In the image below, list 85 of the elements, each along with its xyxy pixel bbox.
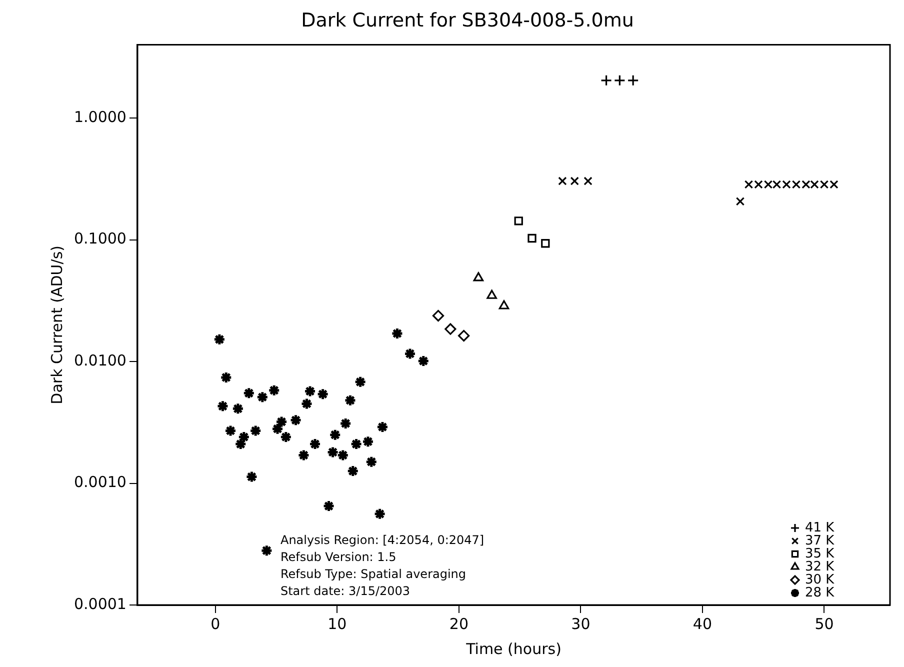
point bbox=[365, 456, 378, 468]
point bbox=[802, 180, 810, 189]
point bbox=[432, 310, 444, 322]
annotation: Start date: 3/15/2003 bbox=[280, 584, 410, 598]
point bbox=[220, 371, 232, 384]
legend-label: 35 K bbox=[805, 546, 835, 562]
point bbox=[346, 464, 360, 478]
point bbox=[390, 327, 404, 340]
x-tick-label: 0 bbox=[210, 614, 220, 633]
point bbox=[249, 424, 262, 438]
legend-label: 28 K bbox=[805, 585, 835, 600]
y-tick-label: 0.0001 bbox=[74, 594, 126, 613]
y-tick-label: 0.1000 bbox=[74, 230, 126, 248]
point bbox=[300, 398, 313, 410]
point bbox=[584, 176, 592, 186]
x-tick-label: 50 bbox=[814, 614, 834, 633]
point bbox=[374, 508, 386, 520]
point bbox=[541, 239, 550, 248]
point bbox=[376, 420, 389, 434]
point bbox=[326, 446, 340, 458]
point bbox=[328, 428, 342, 442]
point bbox=[308, 438, 322, 450]
x-axis-title: Time (hours) bbox=[465, 640, 562, 658]
point bbox=[820, 180, 829, 189]
point bbox=[275, 416, 288, 428]
point bbox=[744, 180, 754, 189]
point bbox=[764, 180, 773, 189]
point bbox=[754, 180, 763, 189]
legend-label: 41 K bbox=[805, 520, 835, 536]
point bbox=[736, 197, 745, 206]
point bbox=[350, 438, 363, 450]
point bbox=[354, 376, 367, 388]
y-tick-label: 0.0010 bbox=[74, 473, 126, 492]
point bbox=[242, 386, 256, 400]
point bbox=[216, 400, 229, 412]
point bbox=[290, 414, 302, 426]
x-tick-label: 30 bbox=[571, 614, 590, 633]
x-tick-label: 10 bbox=[328, 614, 347, 633]
point bbox=[782, 180, 791, 189]
point bbox=[810, 180, 819, 189]
legend-label: 30 K bbox=[805, 572, 835, 588]
point bbox=[486, 290, 497, 299]
point bbox=[558, 176, 567, 186]
point bbox=[245, 470, 258, 484]
point bbox=[339, 417, 352, 430]
point bbox=[830, 180, 838, 189]
point bbox=[528, 234, 536, 243]
point bbox=[458, 330, 470, 342]
point bbox=[362, 435, 374, 448]
point bbox=[280, 430, 292, 444]
annotation: Analysis Region: [4:2054, 0:2047] bbox=[280, 533, 484, 547]
annotation: Refsub Version: 1.5 bbox=[280, 550, 396, 564]
point bbox=[256, 390, 269, 404]
point bbox=[234, 438, 247, 450]
point bbox=[213, 333, 226, 346]
point bbox=[238, 430, 250, 444]
point bbox=[260, 544, 273, 557]
point bbox=[792, 180, 801, 189]
point bbox=[570, 176, 579, 186]
point bbox=[322, 500, 336, 512]
point bbox=[404, 347, 416, 360]
point bbox=[232, 402, 244, 415]
x-tick-label: 40 bbox=[692, 614, 712, 633]
point bbox=[271, 422, 284, 436]
y-tick-label: 1.0000 bbox=[74, 108, 126, 126]
y-axis-title: Dark Current (ADU/s) bbox=[48, 245, 66, 404]
chart-title: Dark Current for SB304-008-5.0mu bbox=[301, 9, 634, 32]
point bbox=[224, 424, 237, 438]
point bbox=[514, 216, 523, 226]
point bbox=[344, 394, 356, 407]
point bbox=[498, 300, 510, 310]
point bbox=[772, 180, 782, 189]
y-tick-label: 0.0100 bbox=[74, 351, 126, 370]
point bbox=[444, 323, 456, 335]
point bbox=[473, 272, 484, 282]
legend-label: 37 K bbox=[805, 533, 835, 548]
point bbox=[417, 354, 430, 368]
x-tick-label: 20 bbox=[449, 614, 468, 633]
point bbox=[304, 385, 316, 398]
point bbox=[297, 448, 310, 462]
point bbox=[316, 388, 330, 400]
point bbox=[336, 448, 350, 462]
legend-label: 32 K bbox=[805, 559, 835, 574]
annotation: Refsub Type: Spatial averaging bbox=[280, 567, 466, 581]
point bbox=[268, 384, 280, 397]
